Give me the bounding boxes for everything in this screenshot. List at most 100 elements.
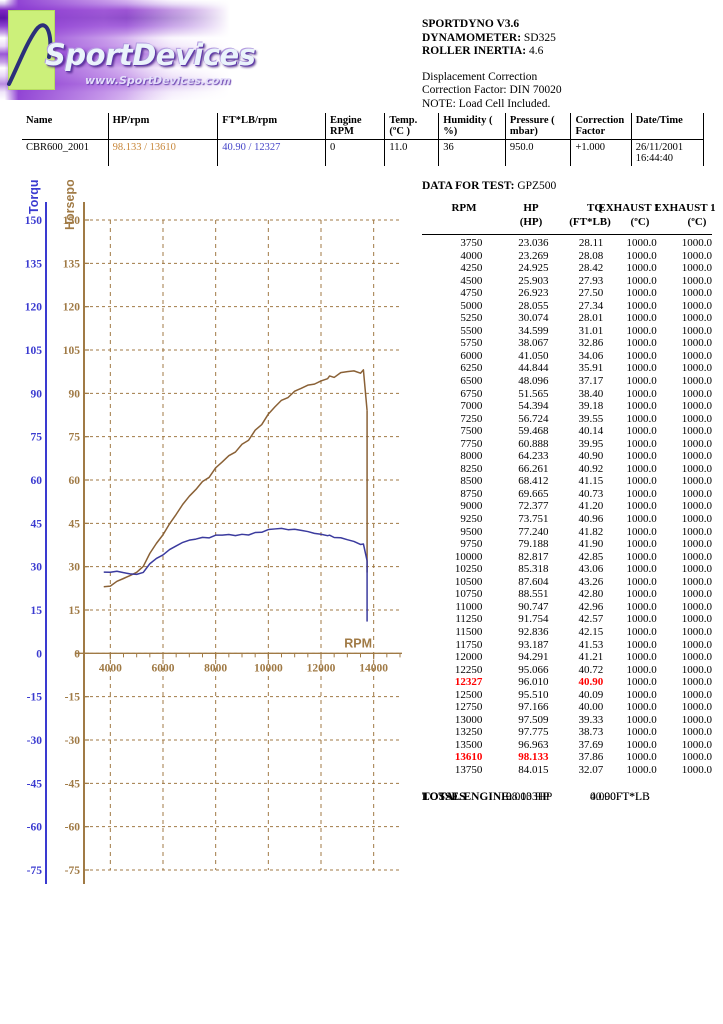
summary-data-row[interactable]: CBR600_2001 98.133 / 13610 40.90 / 12327… bbox=[22, 139, 705, 166]
dt-col-exh1-l1: EXHAUST 1 bbox=[598, 202, 660, 214]
table-row[interactable]: 6750 51.565 38.40 1000.0 1000.0 bbox=[422, 388, 712, 401]
table-row[interactable]: 13000 97.509 39.33 1000.0 1000.0 bbox=[422, 714, 712, 727]
table-row[interactable]: 11250 91.754 42.57 1000.0 1000.0 bbox=[422, 613, 712, 626]
cell-rpm: 9500 bbox=[460, 525, 483, 538]
cell-rpm: 13500 bbox=[454, 738, 483, 751]
cell-e1: 1000.0 bbox=[626, 763, 657, 776]
table-row[interactable]: 3750 23.036 28.11 1000.0 1000.0 bbox=[422, 237, 712, 250]
cell-hp: 94.291 bbox=[518, 651, 549, 664]
table-row[interactable]: 5000 28.055 27.34 1000.0 1000.0 bbox=[422, 300, 712, 313]
table-row[interactable]: 4750 26.923 27.50 1000.0 1000.0 bbox=[422, 287, 712, 300]
table-row[interactable]: 11750 93.187 41.53 1000.0 1000.0 bbox=[422, 639, 712, 652]
dynamometer-value: SD325 bbox=[523, 31, 556, 44]
torque-tick-label: 45 bbox=[31, 518, 43, 530]
data-table-title: DATA FOR TEST: GPZ500 bbox=[422, 180, 712, 192]
table-row[interactable]: 6500 48.096 37.17 1000.0 1000.0 bbox=[422, 375, 712, 388]
cell-rpm: 10000 bbox=[454, 550, 483, 563]
cell-e1: 1000.0 bbox=[626, 613, 657, 626]
cell-e1: 1000.0 bbox=[626, 437, 657, 450]
rpm-axis-title: RPM bbox=[344, 636, 372, 650]
series-line-horsepower bbox=[103, 369, 368, 588]
cell-tq: 43.26 bbox=[578, 575, 604, 588]
rpm-tick-label: 4000 bbox=[99, 662, 122, 674]
table-row[interactable]: 13750 84.015 32.07 1000.0 1000.0 bbox=[422, 764, 712, 777]
table-row[interactable]: 4500 25.903 27.93 1000.0 1000.0 bbox=[422, 275, 712, 288]
table-row[interactable]: 11000 90.747 42.96 1000.0 1000.0 bbox=[422, 601, 712, 614]
torque-tick-label: 150 bbox=[25, 215, 43, 227]
table-row[interactable]: 13610 98.133 37.86 1000.0 1000.0 bbox=[422, 751, 712, 764]
table-row[interactable]: 7250 56.724 39.55 1000.0 1000.0 bbox=[422, 413, 712, 426]
cell-rpm: 8250 bbox=[460, 462, 483, 475]
dyno-chart[interactable]: 150 150 135 135 120 120 105 105 90 90 75 75 60 60 45 45… bbox=[22, 180, 412, 892]
cell-hp: 23.269 bbox=[518, 249, 549, 262]
table-row[interactable]: 9750 79.188 41.90 1000.0 1000.0 bbox=[422, 538, 712, 551]
cell-tq: 27.34 bbox=[578, 299, 604, 312]
cell-e1: 1000.0 bbox=[626, 738, 657, 751]
cell-e2: 1000.0 bbox=[681, 375, 712, 388]
table-row[interactable]: 9000 72.377 41.20 1000.0 1000.0 bbox=[422, 500, 712, 513]
horsepower-tick-label: 0 bbox=[74, 648, 80, 660]
table-row[interactable]: 10750 88.551 42.80 1000.0 1000.0 bbox=[422, 588, 712, 601]
cell-e1: 1000.0 bbox=[626, 412, 657, 425]
col-correction: Correction Factor bbox=[570, 113, 632, 140]
table-row[interactable]: 11500 92.836 42.15 1000.0 1000.0 bbox=[422, 626, 712, 639]
horsepower-tick-label: 150 bbox=[63, 215, 81, 227]
table-row[interactable]: 4000 23.269 28.08 1000.0 1000.0 bbox=[422, 250, 712, 263]
torque-tick-label: 120 bbox=[25, 302, 43, 314]
table-row[interactable]: 5500 34.599 31.01 1000.0 1000.0 bbox=[422, 325, 712, 338]
cell-hp: 97.509 bbox=[518, 713, 549, 726]
cell-hp-rpm: 98.133 / 13610 bbox=[107, 139, 219, 166]
cell-tq: 39.55 bbox=[578, 412, 604, 425]
cell-rpm: 12500 bbox=[454, 688, 483, 701]
table-row[interactable]: 10250 85.318 43.06 1000.0 1000.0 bbox=[422, 563, 712, 576]
cell-tq: 40.73 bbox=[578, 487, 604, 500]
table-row[interactable]: 8500 68.412 41.15 1000.0 1000.0 bbox=[422, 475, 712, 488]
table-row[interactable]: 6000 41.050 34.06 1000.0 1000.0 bbox=[422, 350, 712, 363]
cell-e1: 1000.0 bbox=[626, 600, 657, 613]
cell-tq: 40.90 bbox=[578, 676, 604, 689]
cell-e1: 1000.0 bbox=[626, 701, 657, 714]
cell-tq: 38.73 bbox=[578, 726, 604, 739]
table-row[interactable]: 9500 77.240 41.82 1000.0 1000.0 bbox=[422, 526, 712, 539]
table-row[interactable]: 6250 44.844 35.91 1000.0 1000.0 bbox=[422, 362, 712, 375]
series-line-torque bbox=[103, 527, 368, 576]
cell-e2: 1000.0 bbox=[681, 500, 712, 513]
table-row[interactable]: 8750 69.665 40.73 1000.0 1000.0 bbox=[422, 488, 712, 501]
table-row[interactable]: 12250 95.066 40.72 1000.0 1000.0 bbox=[422, 664, 712, 677]
total-engine-hp: 98.133HP bbox=[506, 790, 553, 803]
table-row[interactable]: 12000 94.291 41.21 1000.0 1000.0 bbox=[422, 651, 712, 664]
table-row[interactable]: 5750 38.067 32.86 1000.0 1000.0 bbox=[422, 337, 712, 350]
table-row[interactable]: 10000 82.817 42.85 1000.0 1000.0 bbox=[422, 551, 712, 564]
cell-tq: 41.15 bbox=[578, 475, 604, 488]
cell-e1: 1000.0 bbox=[626, 563, 657, 576]
table-row[interactable]: 8250 66.261 40.92 1000.0 1000.0 bbox=[422, 463, 712, 476]
table-row[interactable]: 7500 59.468 40.14 1000.0 1000.0 bbox=[422, 425, 712, 438]
horsepower-tick-label: 135 bbox=[63, 258, 81, 270]
table-row[interactable]: 12750 97.166 40.00 1000.0 1000.0 bbox=[422, 701, 712, 714]
table-row[interactable]: 12500 95.510 40.09 1000.0 1000.0 bbox=[422, 689, 712, 702]
horsepower-tick-label: -30 bbox=[65, 735, 81, 747]
cell-tq: 40.09 bbox=[578, 688, 604, 701]
table-row[interactable]: 13250 97.775 38.73 1000.0 1000.0 bbox=[422, 726, 712, 739]
cell-e2: 1000.0 bbox=[681, 299, 712, 312]
table-row[interactable]: 7750 60.888 39.95 1000.0 1000.0 bbox=[422, 438, 712, 451]
table-row[interactable]: 12327 96.010 40.90 1000.0 1000.0 bbox=[422, 676, 712, 689]
cell-e1: 1000.0 bbox=[626, 299, 657, 312]
table-row[interactable]: 4250 24.925 28.42 1000.0 1000.0 bbox=[422, 262, 712, 275]
dt-col-rpm-l1: RPM bbox=[451, 202, 477, 214]
table-row[interactable]: 10500 87.604 43.26 1000.0 1000.0 bbox=[422, 576, 712, 589]
cell-hp: 30.074 bbox=[518, 312, 549, 325]
load-cell-note: NOTE: Load Cell Included. bbox=[422, 97, 551, 110]
correction-factor: Correction Factor: DIN 70020 bbox=[422, 84, 562, 97]
table-row[interactable]: 9250 73.751 40.96 1000.0 1000.0 bbox=[422, 513, 712, 526]
cell-rpm: 7750 bbox=[460, 437, 483, 450]
horsepower-axis-title: Horsepower bbox=[63, 180, 77, 230]
cell-hp: 84.015 bbox=[518, 763, 549, 776]
table-row[interactable]: 5250 30.074 28.01 1000.0 1000.0 bbox=[422, 312, 712, 325]
table-row[interactable]: 13500 96.963 37.69 1000.0 1000.0 bbox=[422, 739, 712, 752]
cell-e1: 1000.0 bbox=[626, 525, 657, 538]
correction-mode: Displacement Correction bbox=[422, 70, 538, 83]
table-row[interactable]: 7000 54.394 39.18 1000.0 1000.0 bbox=[422, 400, 712, 413]
table-row[interactable]: 8000 64.233 40.90 1000.0 1000.0 bbox=[422, 450, 712, 463]
